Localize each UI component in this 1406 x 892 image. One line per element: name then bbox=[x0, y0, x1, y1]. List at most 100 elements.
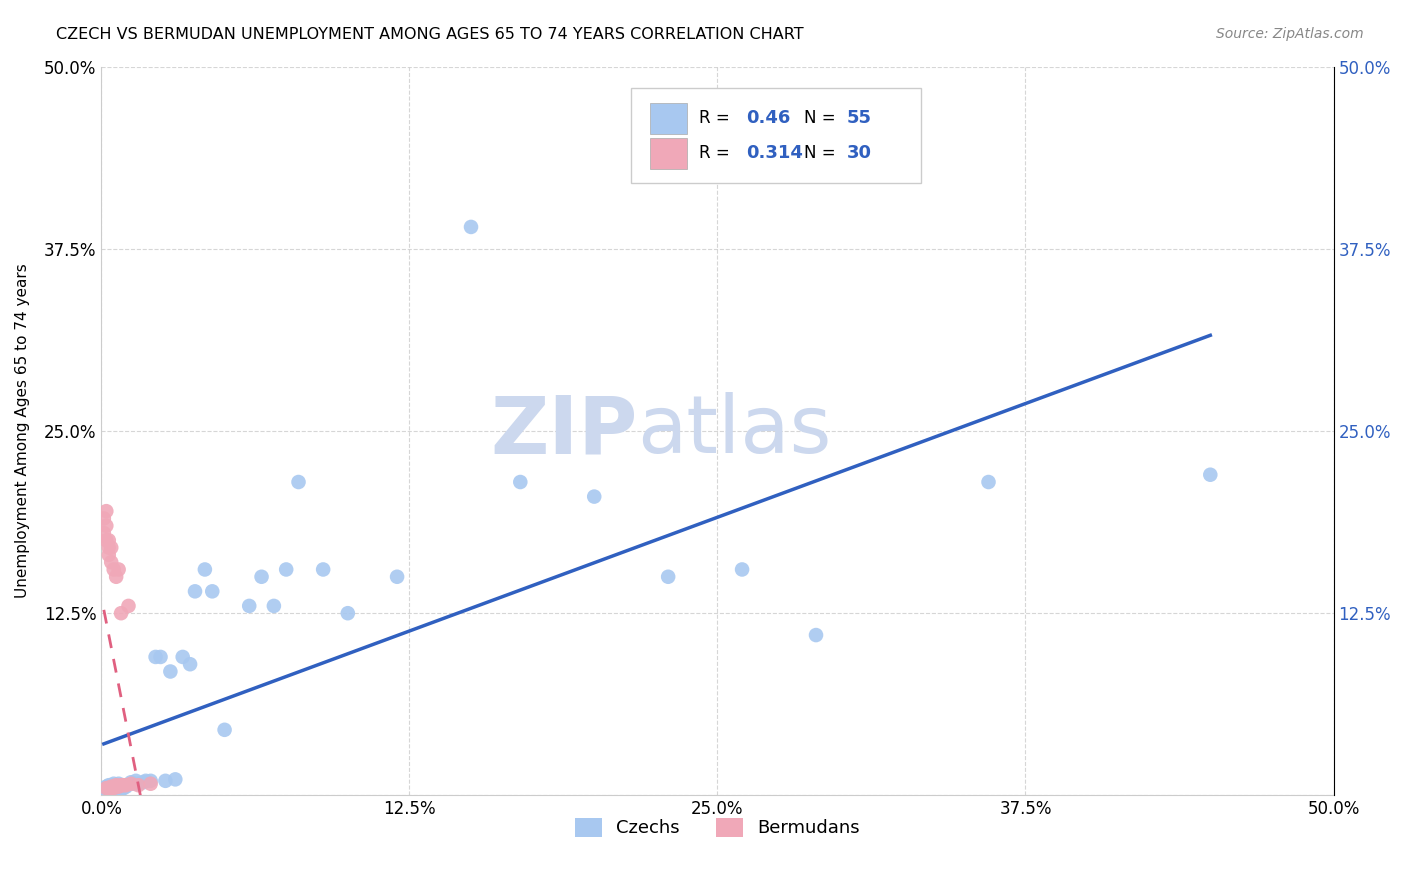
Point bbox=[139, 777, 162, 791]
Point bbox=[172, 649, 194, 664]
Text: N =: N = bbox=[804, 110, 841, 128]
Point bbox=[112, 778, 135, 792]
Point bbox=[263, 599, 285, 613]
Point bbox=[977, 475, 1000, 489]
Point bbox=[385, 570, 408, 584]
Point bbox=[110, 782, 132, 797]
Point bbox=[139, 773, 162, 788]
Point bbox=[96, 781, 118, 796]
Point bbox=[120, 777, 142, 791]
Point bbox=[250, 570, 273, 584]
Point bbox=[145, 649, 167, 664]
Point bbox=[107, 780, 129, 794]
Point bbox=[97, 781, 120, 796]
Point bbox=[135, 773, 157, 788]
Text: 55: 55 bbox=[846, 110, 872, 128]
Point bbox=[312, 562, 335, 576]
Y-axis label: Unemployment Among Ages 65 to 74 years: Unemployment Among Ages 65 to 74 years bbox=[15, 264, 30, 599]
Point bbox=[96, 782, 118, 797]
Point bbox=[93, 511, 115, 525]
Point bbox=[96, 533, 118, 548]
Legend: Czechs, Bermudans: Czechs, Bermudans bbox=[568, 811, 868, 845]
Point bbox=[115, 778, 138, 792]
Point bbox=[97, 778, 120, 792]
Point bbox=[1199, 467, 1222, 482]
Point bbox=[107, 781, 129, 796]
Point bbox=[155, 773, 177, 788]
Text: 30: 30 bbox=[846, 145, 872, 162]
Point bbox=[103, 781, 125, 796]
Point bbox=[460, 219, 482, 234]
Point bbox=[238, 599, 260, 613]
Point bbox=[97, 548, 120, 562]
Text: Source: ZipAtlas.com: Source: ZipAtlas.com bbox=[1216, 27, 1364, 41]
Point bbox=[103, 778, 125, 792]
Point bbox=[93, 526, 115, 541]
Point bbox=[105, 780, 128, 794]
Point bbox=[127, 777, 149, 791]
Point bbox=[115, 778, 138, 792]
Point bbox=[103, 781, 125, 796]
Point bbox=[117, 599, 139, 613]
FancyBboxPatch shape bbox=[650, 138, 686, 169]
FancyBboxPatch shape bbox=[631, 88, 921, 183]
Point bbox=[105, 778, 128, 792]
Point bbox=[103, 780, 125, 794]
Point bbox=[100, 555, 122, 569]
Point bbox=[159, 665, 181, 679]
Point bbox=[336, 606, 359, 620]
Point bbox=[100, 781, 122, 796]
Point bbox=[125, 773, 148, 788]
Point bbox=[127, 778, 149, 792]
Point bbox=[115, 780, 138, 794]
Point bbox=[107, 562, 129, 576]
Point bbox=[112, 781, 135, 796]
Point bbox=[194, 562, 217, 576]
Point bbox=[179, 657, 201, 672]
Point bbox=[97, 533, 120, 548]
Point bbox=[276, 562, 298, 576]
Point bbox=[97, 781, 120, 796]
Point bbox=[110, 780, 132, 794]
FancyBboxPatch shape bbox=[650, 103, 686, 134]
Point bbox=[96, 780, 118, 794]
Point bbox=[120, 775, 142, 789]
Point bbox=[103, 562, 125, 576]
Point bbox=[100, 780, 122, 794]
Text: R =: R = bbox=[699, 110, 735, 128]
Point bbox=[97, 781, 120, 796]
Text: 0.46: 0.46 bbox=[745, 110, 790, 128]
Point bbox=[657, 570, 679, 584]
Point bbox=[132, 775, 155, 789]
Text: atlas: atlas bbox=[637, 392, 832, 470]
Point bbox=[110, 606, 132, 620]
Text: N =: N = bbox=[804, 145, 841, 162]
Point bbox=[103, 777, 125, 791]
Point bbox=[96, 518, 118, 533]
Point bbox=[149, 649, 172, 664]
Point bbox=[107, 777, 129, 791]
Point bbox=[96, 504, 118, 518]
Point bbox=[583, 490, 606, 504]
Point bbox=[97, 541, 120, 555]
Text: 0.314: 0.314 bbox=[745, 145, 803, 162]
Point bbox=[214, 723, 236, 737]
Text: R =: R = bbox=[699, 145, 735, 162]
Point bbox=[100, 780, 122, 794]
Point bbox=[122, 777, 145, 791]
Text: CZECH VS BERMUDAN UNEMPLOYMENT AMONG AGES 65 TO 74 YEARS CORRELATION CHART: CZECH VS BERMUDAN UNEMPLOYMENT AMONG AGE… bbox=[56, 27, 804, 42]
Point bbox=[287, 475, 309, 489]
Point bbox=[100, 782, 122, 797]
Point bbox=[93, 781, 115, 796]
Point bbox=[110, 778, 132, 792]
Point bbox=[105, 570, 128, 584]
Point bbox=[804, 628, 827, 642]
Point bbox=[105, 778, 128, 792]
Point bbox=[509, 475, 531, 489]
Text: ZIP: ZIP bbox=[491, 392, 637, 470]
Point bbox=[100, 541, 122, 555]
Point bbox=[105, 782, 128, 797]
Point bbox=[201, 584, 224, 599]
Point bbox=[184, 584, 207, 599]
Point bbox=[731, 562, 754, 576]
